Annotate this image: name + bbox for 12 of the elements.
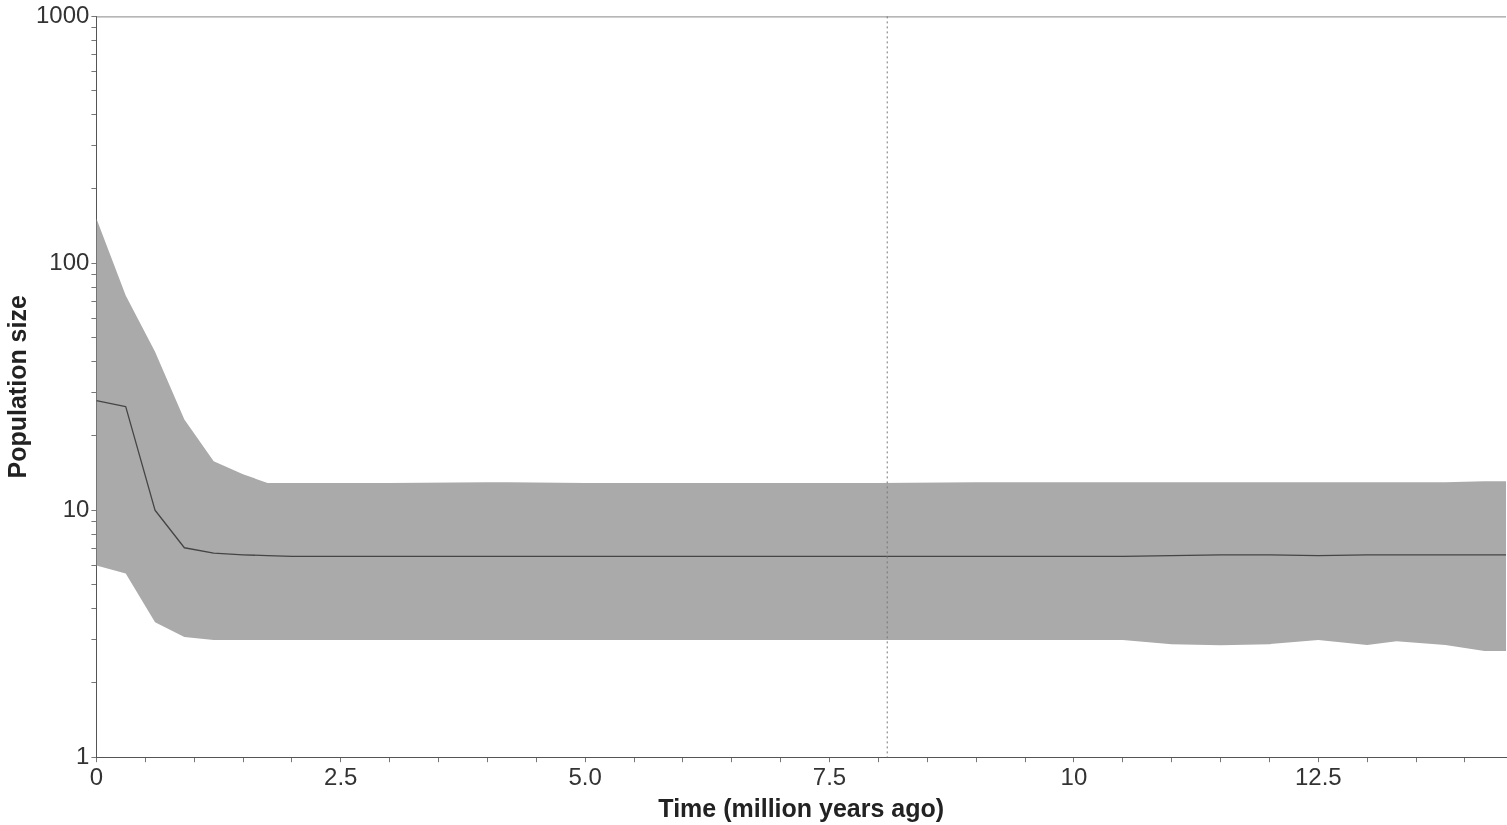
y-axis-title: Population size <box>2 295 31 479</box>
x-tick-label: 12.5 <box>1294 763 1342 791</box>
y-tick-label: 1 <box>76 741 90 769</box>
y-tick-label: 10 <box>62 494 90 522</box>
y-tick-label: 100 <box>49 247 90 275</box>
x-tick-label: 7.5 <box>812 763 847 791</box>
x-tick-label: 0 <box>89 763 104 791</box>
x-tick-label: 10 <box>1060 763 1088 791</box>
x-tick-label: 2.5 <box>324 763 358 791</box>
x-axis-title: Time (million years ago) <box>658 793 945 822</box>
x-tick-label: 5.0 <box>568 763 602 791</box>
y-tick-label: 1000 <box>36 1 90 29</box>
